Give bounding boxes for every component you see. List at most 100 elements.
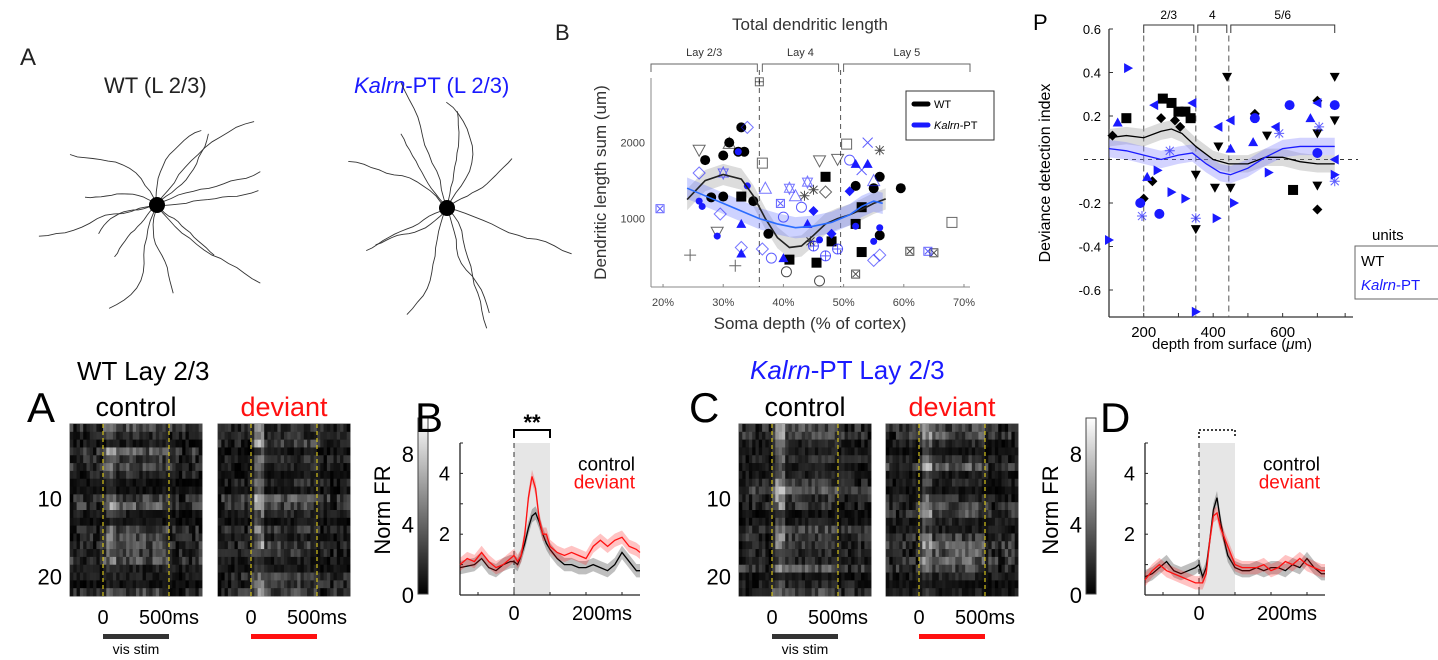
heatmap-cell [109,533,114,542]
heatmap-cell [742,517,746,526]
heatmap-cell [841,549,845,558]
heatmap-cell [112,517,117,526]
heatmap-cell [162,541,166,550]
heatmap-cell [892,549,897,558]
heatmap-cell [297,486,301,495]
heatmap-cell [346,510,351,519]
heatmap-cell [801,510,806,519]
marker-asterisk [1164,145,1175,156]
heatmap-cell [798,580,802,589]
heatmap-cell [988,588,992,597]
heatmap-cell [952,556,956,566]
heatmap-cell [336,525,341,534]
marker-x [852,270,859,278]
heatmap-cell [310,478,314,487]
heatmap-cell [165,549,170,558]
heatmap-cell [172,486,176,495]
marker-triangle-up-open [758,181,773,194]
heatmap-cell [915,494,920,503]
heatmap-cell [851,533,855,542]
heatmap-cell [844,580,849,589]
heatmap-cell [307,455,311,464]
heatmap-cell [905,424,910,433]
heatmap-cell [955,556,959,566]
heatmap-cell [892,517,897,526]
heatmap-cell [300,478,305,487]
heatmap-cell [234,517,239,526]
heatmap-cell [165,431,170,440]
heatmap-cell [188,424,193,433]
heatmap-cell [103,424,107,433]
heatmap-cell [254,494,258,503]
heatmap-cell [145,533,150,542]
heatmap-cell [247,572,252,581]
heatmap-cell [798,463,802,472]
y-axis-label: Deviance detection index [1037,84,1054,263]
heatmap-cell [129,455,133,464]
heatmap-cell [119,486,124,495]
heatmap-cell [1004,431,1009,440]
heatmap-cell [231,510,235,519]
heatmap-cell [169,564,173,573]
heatmap-cell [988,541,992,550]
heatmap-cell [172,431,176,440]
heatmap-cell [333,463,338,472]
heatmap-cell [169,549,173,558]
heatmap-cell [928,447,933,456]
heatmap-cell [172,556,176,566]
heatmap-cell [277,556,281,566]
heatmap-cell [938,494,943,503]
heatmap-cell [938,455,943,464]
heatmap-cell [142,525,147,534]
heatmap-cell [1001,525,1006,534]
heatmap-cell [182,517,186,526]
heatmap-cell [811,510,816,519]
heatmap-cell [808,502,812,511]
heatmap-cell [307,572,311,581]
heatmap-cell [297,549,301,558]
heatmap-cell [981,478,986,487]
heatmap-cell [247,556,252,566]
heatmap-cell [182,525,186,534]
heatmap-cell [99,494,104,503]
heatmap-cell [218,556,222,566]
heatmap-cell [828,447,832,456]
heatmap-cell [919,510,923,519]
heatmap-cell [775,588,779,597]
heatmap-cell [978,549,982,558]
heatmap-cell [985,588,989,597]
heatmap-cell [886,572,890,581]
heatmap-cell [165,510,170,519]
heatmap-cell [333,424,338,433]
heatmap-cell [70,549,74,558]
heatmap-cell [998,439,1002,448]
heatmap-cell [313,517,318,526]
heatmap-cell [188,478,193,487]
heatmap-cell [172,517,176,526]
heatmap-cell [919,486,923,495]
heatmap-cell [892,564,897,573]
heatmap-cell [818,478,822,487]
marker-circle [718,150,729,161]
y-tick-label: 4 [1124,463,1135,485]
heatmap-cell [195,588,199,597]
heatmap-cell [165,463,170,472]
heatmap-cell [86,549,91,558]
heatmap-cell [247,510,252,519]
heatmap-cell [905,494,910,503]
heatmap-cell [313,494,318,503]
heatmap-cell [758,541,763,550]
heatmap-cell [785,463,789,472]
heatmap-cell [851,463,855,472]
heatmap-cell [336,588,341,597]
heatmap-cell [814,588,819,597]
heatmap-cell [844,502,849,511]
heatmap-cell [935,517,940,526]
heatmap-cell [886,424,890,433]
heatmap-cell [254,447,258,456]
marker-xbox [655,204,665,214]
heatmap-cell [1001,424,1006,433]
heatmap-cell [231,478,235,487]
heatmap-cell [791,478,796,487]
marker-hexagram [717,165,730,181]
